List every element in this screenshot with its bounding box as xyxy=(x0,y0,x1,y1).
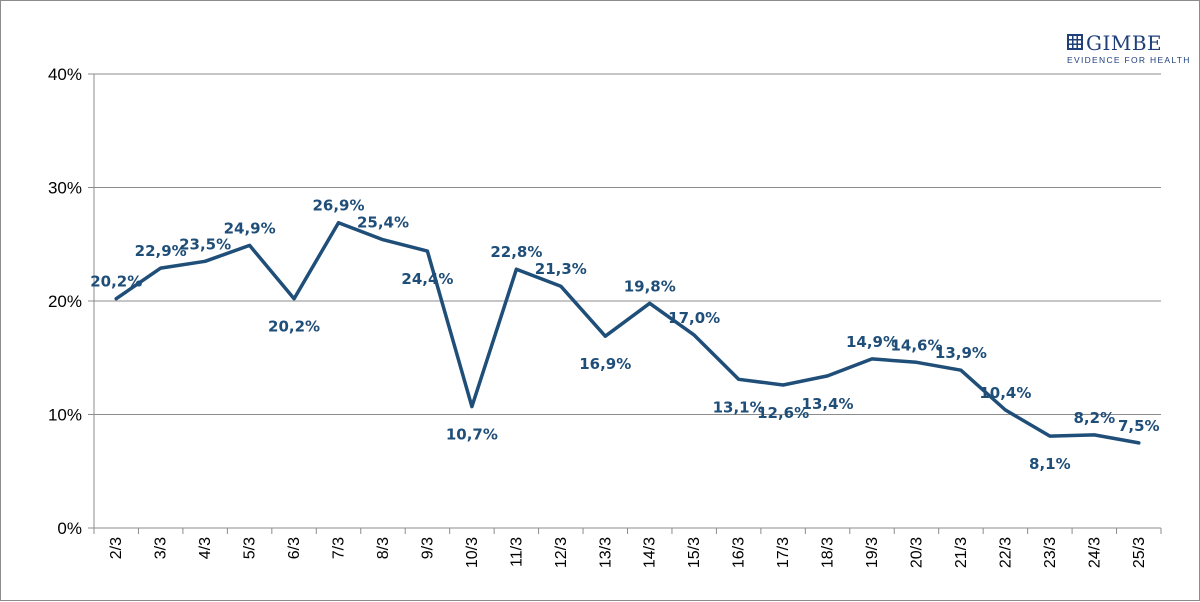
logo-icon xyxy=(1067,34,1083,50)
data-label: 7,5% xyxy=(1118,417,1160,435)
x-tick-label: 17/3 xyxy=(775,537,792,568)
data-label: 24,4% xyxy=(401,270,453,288)
data-label: 14,9% xyxy=(846,333,898,351)
y-tick-label: 10% xyxy=(48,406,82,425)
data-label: 13,9% xyxy=(935,344,987,362)
x-tick-label: 15/3 xyxy=(686,537,703,568)
x-tick-label: 7/3 xyxy=(331,537,348,559)
series xyxy=(114,220,1141,445)
data-label: 12,6% xyxy=(757,404,809,422)
x-tick-label: 19/3 xyxy=(864,537,881,568)
x-tick-label: 16/3 xyxy=(731,537,748,568)
data-label: 22,9% xyxy=(135,242,187,260)
data-label: 13,1% xyxy=(713,398,765,416)
x-tick-label: 24/3 xyxy=(1086,537,1103,568)
x-tick-label: 22/3 xyxy=(997,537,1014,568)
x-tick-label: 14/3 xyxy=(642,537,659,568)
data-label: 17,0% xyxy=(668,309,720,327)
data-label: 19,8% xyxy=(624,277,676,295)
data-label: 25,4% xyxy=(357,214,409,232)
y-tick-label: 20% xyxy=(48,292,82,311)
x-tick-label: 8/3 xyxy=(375,537,392,559)
x-tick-label: 12/3 xyxy=(553,537,570,568)
x-tick-label: 10/3 xyxy=(464,537,481,568)
data-label: 26,9% xyxy=(312,197,364,215)
x-tick-label: 11/3 xyxy=(508,537,525,567)
data-label: 23,5% xyxy=(179,235,231,253)
series-line xyxy=(114,220,1141,445)
x-tick-label: 23/3 xyxy=(1042,537,1059,568)
logo-name: GIMBE xyxy=(1086,31,1162,55)
y-tick-label: 0% xyxy=(57,519,82,538)
data-label: 22,8% xyxy=(490,243,542,261)
y-tick-label: 30% xyxy=(48,179,82,198)
data-label: 14,6% xyxy=(890,336,942,354)
x-tick-label: 4/3 xyxy=(197,537,214,559)
gimbe-logo: GIMBE EVIDENCE FOR HEALTH xyxy=(1067,31,1191,65)
data-label: 20,2% xyxy=(268,318,320,336)
x-tick-label: 21/3 xyxy=(953,537,970,568)
y-tick-label: 40% xyxy=(48,65,82,84)
data-label: 24,9% xyxy=(224,219,276,237)
x-tick-label: 20/3 xyxy=(908,537,925,568)
x-tick-label: 6/3 xyxy=(286,537,303,559)
data-label: 10,7% xyxy=(446,426,498,444)
x-tick-label: 18/3 xyxy=(820,537,837,568)
data-label: 20,2% xyxy=(90,273,142,291)
x-tick-label: 25/3 xyxy=(1131,537,1148,568)
x-tick-label: 13/3 xyxy=(597,537,614,568)
data-label: 8,2% xyxy=(1074,409,1116,427)
data-label: 10,4% xyxy=(979,384,1031,402)
logo-tagline: EVIDENCE FOR HEALTH xyxy=(1067,55,1191,65)
data-label: 21,3% xyxy=(535,260,587,278)
gridlines xyxy=(88,73,1162,534)
x-tick-label: 3/3 xyxy=(153,537,170,559)
data-label: 16,9% xyxy=(579,355,631,373)
x-tick-label: 2/3 xyxy=(108,537,125,559)
x-tick-label: 9/3 xyxy=(419,537,436,559)
x-axis-ticks: 2/3 3/3 4/3 5/3 6/3 7/3 8/3 9/3 10/3 11/3 12/3 13/3… xyxy=(108,537,1148,568)
data-label: 13,4% xyxy=(802,395,854,413)
data-label: 8,1% xyxy=(1029,455,1071,473)
y-axis-ticks: 0% 10% 20% 30% 40% xyxy=(48,65,82,538)
data-labels: 20,2% 22,9%23,5%24,9% 20,2% 26,9%25,4% 24,4%… xyxy=(90,197,1159,473)
x-tick-label: 5/3 xyxy=(242,537,259,559)
